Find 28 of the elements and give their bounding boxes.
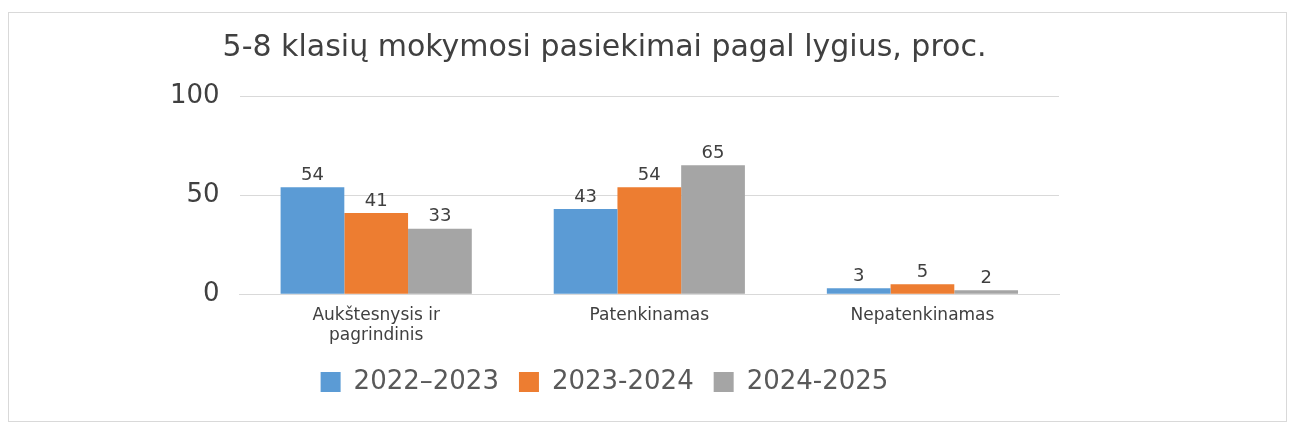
legend-label: 2023-2024 [551,364,694,395]
data-label: 65 [701,141,725,163]
data-label: 2 [980,265,992,287]
data-label: 33 [428,204,452,226]
bar [408,228,472,294]
bar [826,288,891,294]
bar [890,284,955,294]
data-label: 5 [916,259,929,281]
bar [280,187,345,294]
y-tick-label: 100 [169,78,220,109]
bar [681,165,745,294]
y-tick-label: 0 [203,276,220,307]
data-label: 41 [364,188,388,210]
x-tick-label: Nepatenkinamas [850,303,995,324]
x-tick-label: Patenkinamas [589,303,710,324]
chart-title: 5-8 klasių mokymosi pasiekimai pagal lygius, proc. [222,27,987,63]
data-label: 3 [852,263,865,285]
bar [954,290,1019,294]
y-tick-label: 50 [186,177,220,208]
bar [617,187,682,294]
bar [553,208,618,294]
legend-label: 2024-2025 [746,364,889,395]
legend-label: 2022–2023 [353,364,499,395]
data-label: 43 [574,184,598,206]
bar [344,212,409,294]
data-label: 54 [637,162,661,184]
data-label: 54 [301,162,324,184]
x-tick-label: Aukštesnysis ir pagrindinis [312,303,440,345]
